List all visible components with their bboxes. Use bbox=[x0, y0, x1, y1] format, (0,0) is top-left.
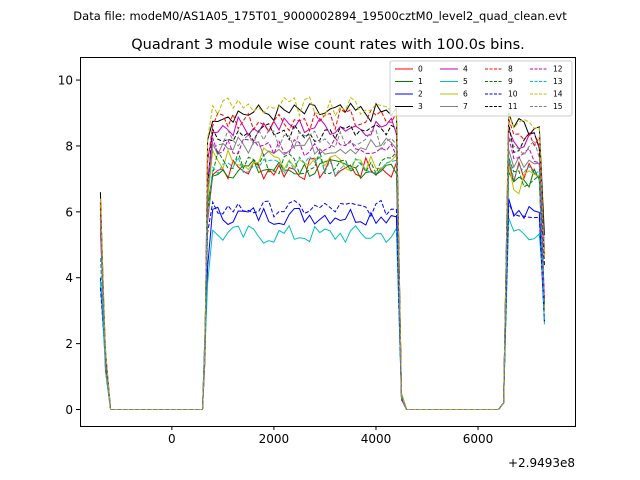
legend-label: 11 bbox=[508, 102, 518, 111]
legend-label: 13 bbox=[553, 77, 563, 86]
legend-entry-8: 8 bbox=[485, 65, 513, 74]
legend-label: 9 bbox=[508, 77, 513, 86]
legend-label: 2 bbox=[418, 90, 423, 99]
series-line-1 bbox=[99, 159, 545, 410]
series-line-13 bbox=[99, 155, 545, 410]
y-tick-label: 8 bbox=[65, 139, 73, 153]
y-axis: 0 2 4 6 8 10 bbox=[58, 74, 80, 417]
plot-lines bbox=[99, 96, 545, 410]
axes-frame bbox=[80, 57, 576, 427]
legend-label: 10 bbox=[508, 90, 518, 99]
legend-label: 0 bbox=[418, 65, 423, 74]
series-line-9 bbox=[99, 148, 545, 410]
legend-entry-6: 6 bbox=[440, 90, 468, 99]
series-line-10 bbox=[99, 199, 545, 410]
legend-box bbox=[389, 60, 573, 117]
series-line-0 bbox=[99, 156, 545, 410]
legend-label: 4 bbox=[463, 65, 468, 74]
legend-entry-12: 12 bbox=[530, 65, 563, 74]
legend-label: 7 bbox=[463, 102, 468, 111]
series-line-8 bbox=[99, 108, 545, 410]
legend-entry-13: 13 bbox=[530, 77, 563, 86]
legend-label: 5 bbox=[463, 77, 468, 86]
x-axis-offset-label: +2.9493e8 bbox=[508, 456, 575, 470]
x-tick-label: 0 bbox=[168, 432, 176, 446]
series-line-7 bbox=[99, 135, 545, 410]
legend-entry-3: 3 bbox=[395, 102, 423, 111]
legend-entry-9: 9 bbox=[485, 77, 513, 86]
legend-label: 8 bbox=[508, 65, 513, 74]
legend-label: 6 bbox=[463, 90, 468, 99]
series-line-12 bbox=[99, 136, 545, 410]
legend-label: 14 bbox=[553, 90, 563, 99]
legend-label: 12 bbox=[553, 65, 563, 74]
legend-entry-7: 7 bbox=[440, 102, 468, 111]
series-line-2 bbox=[99, 198, 545, 410]
legend-entry-10: 10 bbox=[485, 90, 518, 99]
legend-label: 1 bbox=[418, 77, 423, 86]
x-tick-label: 4000 bbox=[361, 432, 392, 446]
series-line-14 bbox=[99, 96, 545, 410]
legend-entry-11: 11 bbox=[485, 102, 518, 111]
y-tick-label: 0 bbox=[65, 403, 73, 417]
x-tick-label: 6000 bbox=[463, 432, 494, 446]
legend-entry-14: 14 bbox=[530, 90, 563, 99]
series-line-6 bbox=[99, 147, 545, 410]
series-line-11 bbox=[99, 123, 545, 410]
legend-label: 3 bbox=[418, 102, 423, 111]
legend-entry-1: 1 bbox=[395, 77, 423, 86]
legend-entry-15: 15 bbox=[530, 102, 563, 111]
legend-entry-2: 2 bbox=[395, 90, 423, 99]
series-line-3 bbox=[99, 102, 545, 410]
y-tick-label: 4 bbox=[65, 271, 73, 285]
legend-entry-4: 4 bbox=[440, 65, 468, 74]
series-line-15 bbox=[99, 128, 545, 410]
legend-entry-5: 5 bbox=[440, 77, 468, 86]
series-line-5 bbox=[99, 217, 545, 410]
legend-label: 15 bbox=[553, 102, 563, 111]
y-tick-label: 10 bbox=[58, 74, 73, 88]
x-axis: 0 2000 4000 6000 bbox=[168, 426, 493, 446]
y-tick-label: 2 bbox=[65, 337, 73, 351]
chart-suptitle: Data file: modeM0/AS1A05_175T01_90000028… bbox=[73, 9, 567, 23]
chart-title: Quadrant 3 module wise count rates with … bbox=[131, 37, 525, 53]
y-tick-label: 6 bbox=[65, 205, 73, 219]
x-tick-label: 2000 bbox=[259, 432, 290, 446]
legend-entry-0: 0 bbox=[395, 65, 423, 74]
